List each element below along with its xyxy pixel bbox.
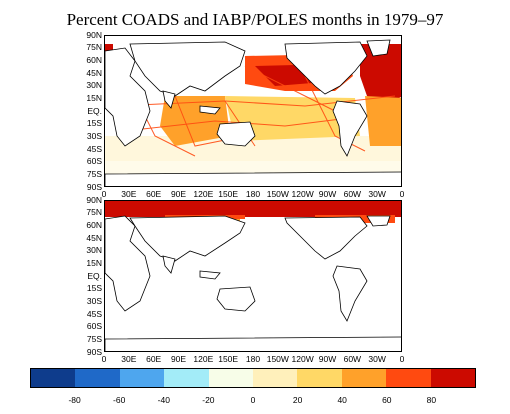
colorbar bbox=[30, 368, 476, 388]
latitude-label: 60N bbox=[86, 219, 102, 230]
tropical-pacific bbox=[225, 96, 360, 141]
longitude-label: 150E bbox=[218, 354, 239, 364]
colorbar-tick-label: 20 bbox=[292, 395, 303, 405]
latitude-label: 30N bbox=[86, 245, 102, 256]
colorbar-swatch bbox=[297, 369, 342, 387]
latitude-label: 45S bbox=[86, 308, 102, 319]
map-panel-top bbox=[104, 35, 402, 187]
longitude-label: 60W bbox=[343, 354, 362, 364]
latitude-label: 15N bbox=[86, 92, 102, 103]
latitude-label: 45S bbox=[86, 143, 102, 154]
coastlines bbox=[105, 39, 401, 186]
latitude-label: 75N bbox=[86, 207, 102, 218]
colorbar-swatch bbox=[253, 369, 298, 387]
map-bottom-svg bbox=[105, 201, 401, 351]
longitude-label: 120E bbox=[193, 189, 214, 199]
colorbar-swatch bbox=[75, 369, 120, 387]
latitude-label: 30N bbox=[86, 80, 102, 91]
colorbar-tick-label: 40 bbox=[337, 395, 347, 405]
longitude-label: 30E bbox=[121, 189, 137, 199]
latitude-label: 45N bbox=[86, 232, 102, 243]
colorbar-swatch bbox=[164, 369, 209, 387]
coastlines-bottom bbox=[105, 215, 401, 351]
colorbar-tick-label: 60 bbox=[382, 395, 392, 405]
longitude-label: 0 bbox=[101, 189, 107, 199]
north-atlantic-dense bbox=[360, 44, 401, 106]
arctic-dense bbox=[105, 201, 401, 217]
longitude-label: 30W bbox=[368, 354, 386, 364]
colorbar-tick-label: -80 bbox=[68, 395, 81, 405]
longitude-label: 0 bbox=[399, 189, 405, 199]
colorbar-swatch bbox=[119, 369, 165, 387]
south-atlantic bbox=[365, 96, 401, 146]
colorbar-swatch bbox=[430, 369, 476, 387]
longitude-label: 150W bbox=[266, 189, 289, 199]
colorbar-swatch bbox=[208, 369, 254, 387]
longitude-label: 0 bbox=[101, 354, 107, 364]
colorbar-swatch bbox=[31, 369, 76, 387]
longitude-label: 120W bbox=[291, 354, 314, 364]
latitude-label: 15S bbox=[86, 118, 102, 129]
latitude-label: 75N bbox=[86, 42, 102, 53]
latitude-label: 60S bbox=[86, 156, 102, 167]
longitude-label: 60E bbox=[146, 189, 162, 199]
latitude-label: 60N bbox=[86, 54, 102, 65]
longitude-label: 180 bbox=[245, 354, 261, 364]
longitude-label: 180 bbox=[245, 189, 261, 199]
longitude-label: 0 bbox=[399, 354, 405, 364]
latitude-label: 15S bbox=[86, 283, 102, 294]
longitude-label: 150W bbox=[266, 354, 289, 364]
latitude-label: 15N bbox=[86, 257, 102, 268]
latitude-label: 90S bbox=[86, 346, 102, 357]
latitude-label: 90S bbox=[86, 181, 102, 192]
longitude-label: 30W bbox=[368, 189, 386, 199]
longitude-label: 90E bbox=[170, 189, 187, 199]
latitude-label: EQ. bbox=[87, 270, 102, 281]
longitude-label: 90E bbox=[170, 354, 187, 364]
latitude-label: 90N bbox=[86, 29, 102, 40]
longitude-label: 90W bbox=[318, 189, 337, 199]
latitude-label: 60S bbox=[86, 321, 102, 332]
plot-title: Percent COADS and IABP/POLES months in 1… bbox=[66, 10, 444, 29]
colorbar-tick-label: -20 bbox=[202, 395, 215, 405]
longitude-label: 30E bbox=[121, 354, 137, 364]
longitude-label: 60W bbox=[343, 189, 362, 199]
longitude-label: 120W bbox=[291, 189, 314, 199]
latitude-label: 45N bbox=[86, 67, 102, 78]
colorbar-swatch bbox=[386, 369, 431, 387]
map-top-svg bbox=[105, 39, 401, 186]
colorbar-swatch bbox=[341, 369, 387, 387]
colorbar-tick-label: 80 bbox=[426, 395, 437, 405]
latitude-label: 75S bbox=[86, 168, 102, 179]
map-panel-bottom bbox=[104, 200, 402, 352]
longitude-label: 150E bbox=[218, 189, 239, 199]
latitude-label: 30S bbox=[86, 130, 102, 141]
longitude-label: 60E bbox=[146, 354, 162, 364]
longitude-label: 120E bbox=[193, 354, 214, 364]
colorbar-tick-label: 0 bbox=[250, 395, 256, 405]
longitude-label: 90W bbox=[318, 354, 337, 364]
latitude-label: 90N bbox=[86, 194, 102, 205]
latitude-label: 30S bbox=[86, 295, 102, 306]
latitude-label: EQ. bbox=[87, 105, 102, 116]
colorbar-tick-label: -60 bbox=[113, 395, 126, 405]
colorbar-tick-label: -40 bbox=[157, 395, 170, 405]
latitude-label: 75S bbox=[86, 333, 102, 344]
